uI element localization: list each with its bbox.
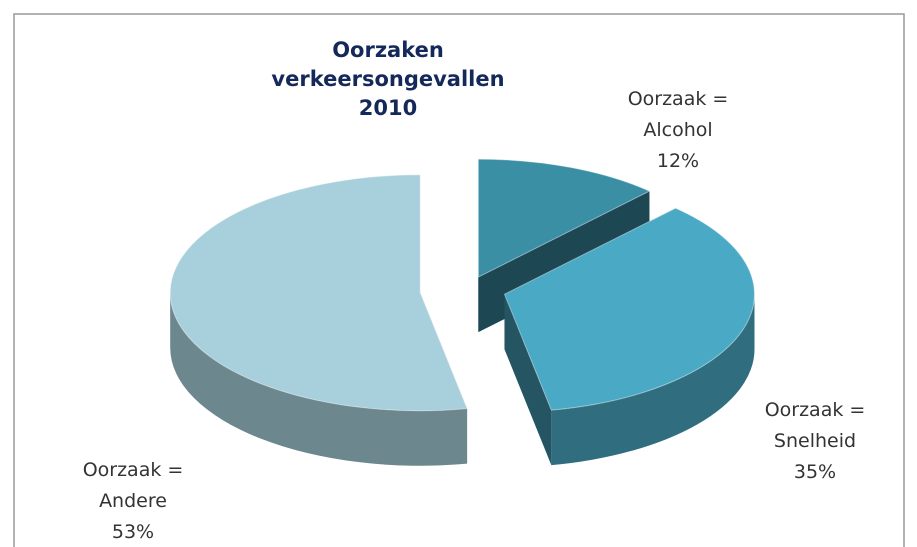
- value-label: 12%: [656, 150, 700, 172]
- category-label: Oorzaak = Snelheid: [764, 399, 866, 452]
- slice-side-shade: [504, 294, 552, 466]
- slice-side-shade: [551, 294, 755, 466]
- slice-side-shade: [170, 292, 468, 466]
- chart-title: Oorzaken verkeersongevallen 2010: [271, 38, 505, 120]
- category-label: Oorzaak = Andere: [82, 459, 184, 512]
- chart-border: [13, 13, 905, 547]
- value-label: 53%: [111, 521, 155, 543]
- slice-side: [170, 292, 468, 466]
- slice-side: [551, 294, 755, 466]
- slice: [169, 174, 468, 412]
- slice: [477, 158, 651, 278]
- slice: [503, 207, 755, 411]
- value-label: 35%: [793, 461, 837, 483]
- category-label: Oorzaak = Alcohol: [627, 88, 729, 141]
